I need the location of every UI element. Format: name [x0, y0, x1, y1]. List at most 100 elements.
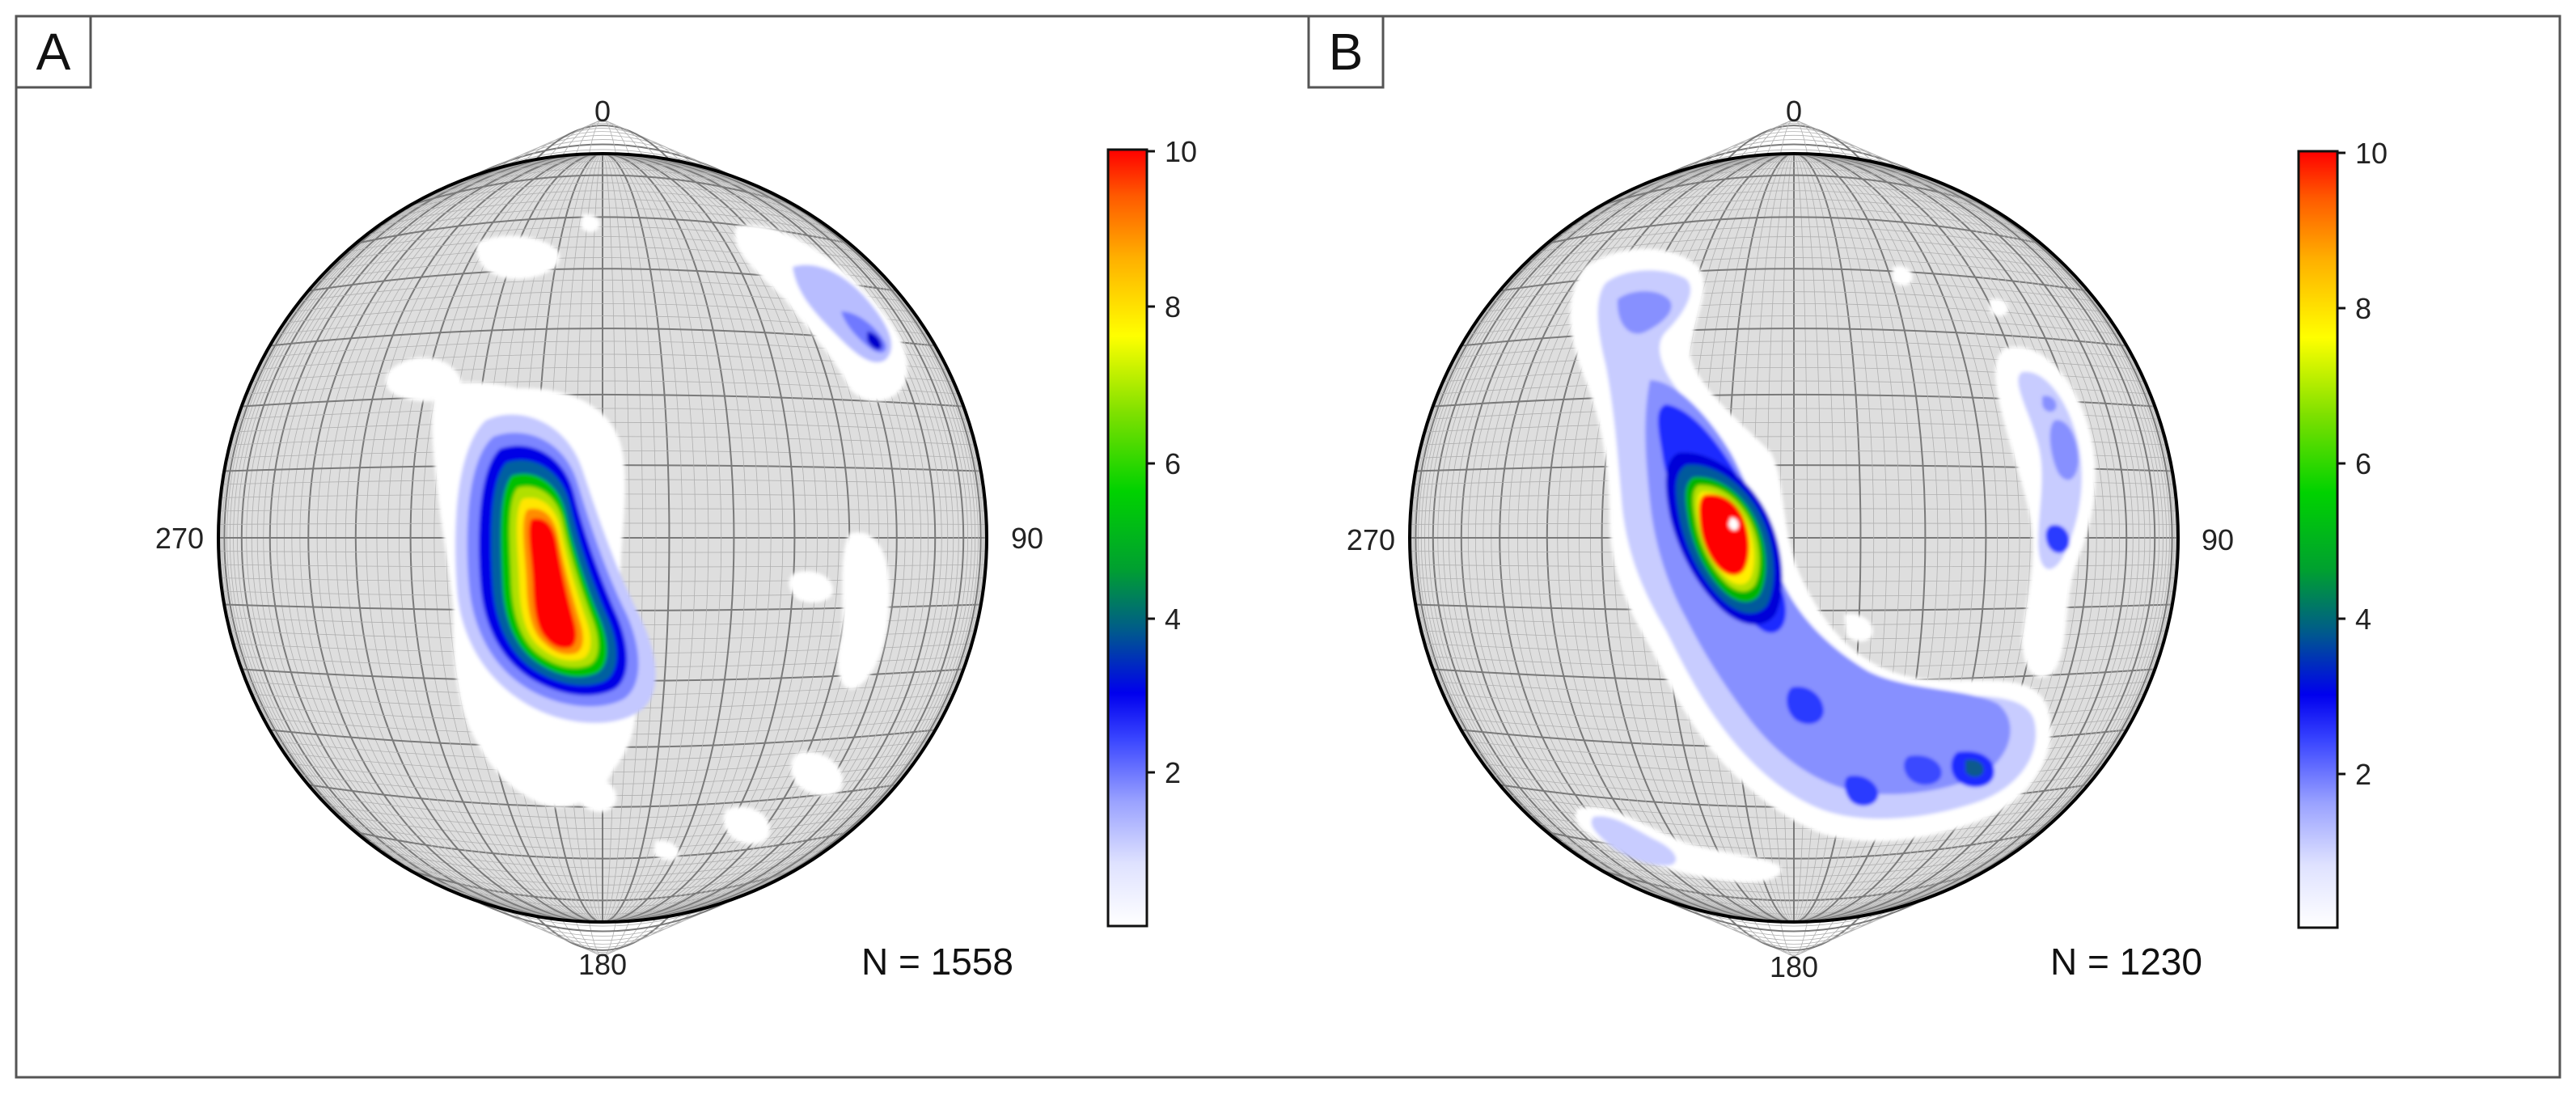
net-small-circle [1537, 226, 2051, 253]
panel-a-label: A [36, 23, 71, 81]
net-great-circle [602, 153, 954, 923]
contour-b-white-4 [1844, 614, 1873, 642]
net-small-circle [1726, 916, 1862, 951]
net-great-circle [602, 153, 914, 923]
panel-b-label-west: 270 [1347, 523, 1395, 556]
net-small-circle [355, 216, 850, 245]
net-small-circle [484, 903, 721, 937]
net-great-circle [1793, 153, 1999, 923]
net-great-circle [602, 153, 796, 923]
net-small-circle [366, 207, 840, 236]
contour-b-light [1597, 270, 2037, 819]
colorbar-a: 2 4 6 8 10 [1106, 135, 1197, 928]
net-great-circle [1793, 153, 2113, 923]
contour-b-white-ne1 [1893, 265, 1913, 286]
net-small-circle [1557, 207, 2031, 236]
colorbar-a-tick-6: 6 [1165, 447, 1181, 480]
contour-a-white-6 [789, 571, 833, 603]
net-great-circle [1793, 153, 1808, 923]
net-great-circle [602, 153, 972, 923]
net-great-circle [1793, 153, 1875, 923]
net-great-circle [1793, 153, 2097, 923]
net-small-circle [1579, 190, 2009, 220]
contour-b-light-east [2018, 371, 2082, 569]
net-great-circle [1793, 153, 1835, 923]
net-great-circle [1793, 153, 2121, 923]
net-great-circle [602, 153, 722, 923]
colorbar-a-tick-4: 4 [1165, 603, 1181, 636]
contour-b-mid-east [2042, 395, 2079, 480]
net-great-circle [1793, 153, 1914, 923]
panel-b-label-south: 180 [1770, 950, 1818, 983]
net-great-circle [1793, 153, 2168, 923]
net-b-outline [1408, 152, 2180, 924]
net-great-circle [602, 153, 949, 923]
net-small-circle [1726, 125, 1862, 160]
net-great-circle [1793, 153, 2020, 923]
contour-b-blue-3 [1844, 776, 1879, 806]
net-great-circle [602, 153, 929, 923]
contour-a-white-7 [791, 751, 843, 797]
net-small-circle [1517, 246, 2071, 272]
colorbar-b-tick-10: 10 [2355, 137, 2388, 170]
contour-a-white-10 [654, 840, 679, 861]
net-great-circle [1793, 153, 2151, 923]
net-great-circle [1793, 153, 2009, 923]
net-great-circle [602, 153, 784, 923]
net-great-circle [1793, 153, 2160, 923]
net-small-circle [1700, 131, 1888, 166]
net-small-circle [1546, 216, 2041, 245]
net-small-circle [1526, 236, 2062, 262]
net-great-circle [602, 153, 630, 923]
net-great-circle [602, 153, 965, 923]
net-great-circle [602, 153, 840, 923]
contour-b-light-sw [1591, 816, 1677, 866]
net-a-outline [217, 152, 988, 924]
net-small-circle [1780, 921, 1808, 957]
net-great-circle [602, 153, 644, 923]
net-small-circle [1662, 898, 1926, 932]
panel-b-n-count: N = 1230 [2050, 941, 2202, 983]
panel-a-label-east: 90 [1011, 522, 1043, 555]
net-small-circle [1780, 119, 1808, 154]
net-small-circle [1675, 139, 1913, 173]
colorbar-a-ticks [1147, 150, 1155, 774]
colorbar-a-tick-2: 2 [1165, 756, 1181, 789]
net-great-circle [1793, 153, 2134, 923]
net-great-circle [1793, 153, 1963, 923]
net-great-circle [602, 153, 772, 923]
net-small-circle [1475, 303, 2113, 324]
net-small-circle [575, 120, 630, 155]
net-small-circle [522, 913, 683, 948]
contour-a-white-9 [574, 776, 617, 813]
net-small-circle [1454, 340, 2134, 358]
contour-b-white-ne2 [1990, 298, 2008, 317]
net-great-circle [602, 153, 906, 923]
panel-a-n-count: N = 1558 [861, 941, 1013, 983]
colorbar-b-tick-2: 2 [2355, 758, 2371, 791]
net-small-circle [471, 898, 734, 932]
net-great-circle [602, 153, 829, 923]
net-small-circle [1662, 143, 1926, 178]
colorbar-b-ticks [2337, 151, 2345, 776]
colorbar-b-tick-8: 8 [2355, 292, 2371, 325]
colorbar-b: 2 4 6 8 10 [2297, 137, 2388, 929]
contour-b-core [1698, 494, 1749, 576]
net-small-circle [1613, 167, 1975, 199]
net-small-circle [237, 408, 968, 420]
net-small-circle [1713, 913, 1875, 948]
net-great-circle [602, 153, 889, 923]
net-small-circle [1590, 182, 1998, 213]
colorbar-a-scale [1106, 148, 1148, 928]
net-small-circle [1461, 328, 2127, 347]
net-great-circle [602, 153, 969, 923]
net-small-circle [484, 139, 721, 173]
contour-b-blue-4 [1904, 755, 1942, 785]
net-small-circle [535, 916, 670, 951]
panel-a: A [15, 15, 1197, 983]
contour-b-teal-core [1965, 759, 1984, 777]
net-small-circle [496, 134, 709, 169]
net-great-circle [602, 153, 959, 923]
net-small-circle [1567, 198, 2020, 228]
net-small-circle [421, 167, 784, 199]
